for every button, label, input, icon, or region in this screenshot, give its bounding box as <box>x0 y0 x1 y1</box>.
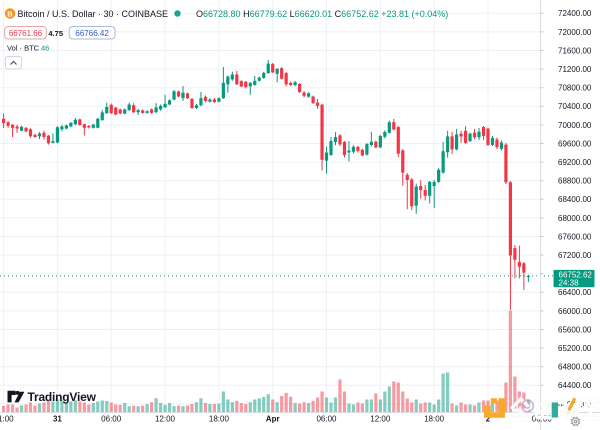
svg-text:71600.00: 71600.00 <box>558 46 592 55</box>
svg-text:65600.00: 65600.00 <box>558 325 592 334</box>
svg-text:64800.00: 64800.00 <box>558 363 592 372</box>
svg-text:68400.00: 68400.00 <box>558 195 592 204</box>
svg-text:Apr: Apr <box>266 415 280 424</box>
svg-text:12:00: 12:00 <box>370 415 391 424</box>
svg-text:68800.00: 68800.00 <box>558 177 592 186</box>
svg-text:O66728.80 H66779.62 L66620.01: O66728.80 H66779.62 L66620.01 C66752.62 … <box>196 9 448 19</box>
svg-text:68000.00: 68000.00 <box>558 214 592 223</box>
svg-text:4.75: 4.75 <box>48 29 63 38</box>
svg-text:24:38: 24:38 <box>559 279 580 288</box>
svg-text:64400.00: 64400.00 <box>558 381 592 390</box>
svg-text:Bitcoin / U.S. Dollar · 30 · C: Bitcoin / U.S. Dollar · 30 · COINBASE <box>18 9 169 19</box>
svg-text:71200.00: 71200.00 <box>558 65 592 74</box>
svg-text:B: B <box>7 9 13 18</box>
svg-text:66752.62: 66752.62 <box>559 270 593 279</box>
svg-text:18:00: 18:00 <box>209 415 230 424</box>
svg-text:06:00: 06:00 <box>316 415 337 424</box>
svg-text:69200.00: 69200.00 <box>558 158 592 167</box>
svg-text:2: 2 <box>486 415 491 424</box>
svg-text:67600.00: 67600.00 <box>558 232 592 241</box>
svg-text:66400.00: 66400.00 <box>558 288 592 297</box>
svg-text:69600.00: 69600.00 <box>558 139 592 148</box>
svg-text:18:00: 18:00 <box>424 415 445 424</box>
svg-text:12:00: 12:00 <box>155 415 176 424</box>
svg-text:72400.00: 72400.00 <box>558 9 592 18</box>
svg-text:70400.00: 70400.00 <box>558 102 592 111</box>
svg-text:46: 46 <box>41 43 49 52</box>
svg-text:31: 31 <box>53 415 62 424</box>
svg-text:21:00: 21:00 <box>0 415 14 424</box>
svg-text:66000.00: 66000.00 <box>558 307 592 316</box>
svg-text:06:00: 06:00 <box>101 415 122 424</box>
svg-text:72000.00: 72000.00 <box>558 28 592 37</box>
svg-text:Vol · BTC: Vol · BTC <box>7 43 40 52</box>
svg-text:67200.00: 67200.00 <box>558 251 592 260</box>
svg-text:66766.42: 66766.42 <box>75 29 109 38</box>
svg-text:66761.66: 66761.66 <box>9 29 43 38</box>
svg-text:70800.00: 70800.00 <box>558 84 592 93</box>
svg-text:70000.00: 70000.00 <box>558 121 592 130</box>
svg-text:65200.00: 65200.00 <box>558 344 592 353</box>
svg-text:TradingView: TradingView <box>28 390 97 404</box>
